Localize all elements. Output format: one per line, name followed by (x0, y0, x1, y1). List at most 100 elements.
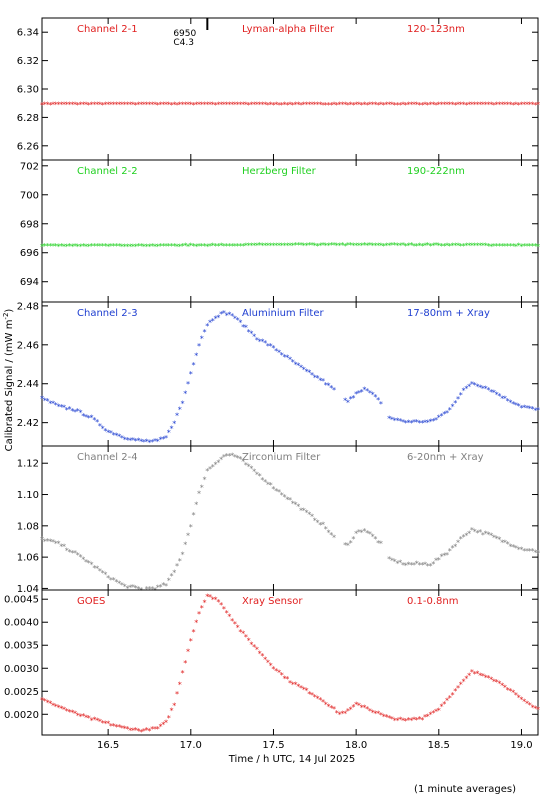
filter-label: Zirconium Filter (242, 452, 321, 463)
data-point: * (527, 547, 532, 556)
data-point: * (288, 101, 293, 110)
data-point: * (246, 462, 251, 471)
data-point: * (348, 241, 353, 250)
data-point: * (125, 243, 130, 252)
data-point: * (86, 559, 91, 568)
data-point: * (89, 414, 94, 423)
data-point: * (213, 461, 218, 470)
data-point: * (142, 438, 147, 447)
data-point: * (403, 561, 408, 570)
data-point: * (293, 101, 298, 110)
data-point: * (527, 701, 532, 710)
data-point: * (92, 242, 97, 251)
data-point: * (293, 241, 298, 250)
data-point: * (527, 242, 532, 251)
data-point: * (450, 544, 455, 553)
data-point: * (125, 436, 130, 445)
data-point: * (387, 415, 392, 424)
data-point: * (312, 373, 317, 382)
data-point: * (131, 583, 136, 592)
data-point: * (516, 242, 521, 251)
data-point: * (431, 100, 436, 109)
data-point: * (525, 699, 530, 708)
data-point: * (199, 101, 204, 110)
data-point: * (40, 394, 45, 403)
data-point: * (235, 454, 240, 463)
data-point: * (458, 535, 463, 544)
data-point: * (489, 676, 494, 685)
data-point: * (315, 242, 320, 251)
data-point: * (436, 100, 441, 109)
data-point: * (384, 100, 389, 109)
data-point: * (445, 409, 450, 418)
data-point: * (412, 418, 417, 427)
data-point: * (494, 101, 499, 110)
y-tick-label: 0.0045 (4, 595, 39, 606)
data-point: * (406, 100, 411, 109)
data-point: * (304, 100, 309, 109)
data-point: * (224, 311, 229, 320)
data-point: * (70, 242, 75, 251)
data-point: * (458, 391, 463, 400)
data-point: * (486, 100, 491, 109)
data-point: * (483, 101, 488, 110)
data-point: * (128, 243, 133, 252)
data-point: * (144, 438, 149, 447)
data-point: * (59, 100, 64, 109)
data-point: * (144, 243, 149, 252)
data-point: * (409, 561, 414, 570)
data-point: * (312, 517, 317, 526)
data-point: * (95, 418, 100, 427)
data-point: * (326, 529, 331, 538)
data-point: * (78, 409, 83, 418)
data-point: * (227, 242, 232, 251)
data-point: * (219, 601, 224, 610)
data-point: * (78, 712, 83, 721)
data-point: * (288, 679, 293, 688)
data-point: * (158, 101, 163, 110)
data-point: * (119, 100, 124, 109)
panel-frame (41, 301, 539, 447)
data-point: * (329, 704, 334, 713)
data-point: * (48, 699, 53, 708)
x-tick-label: 17.5 (262, 740, 284, 751)
data-point: * (516, 402, 521, 411)
data-point: * (362, 527, 367, 536)
data-point: * (260, 652, 265, 661)
data-point: * (153, 725, 158, 734)
data-point: * (131, 436, 136, 445)
data-point: * (255, 336, 260, 345)
data-point: * (354, 241, 359, 250)
data-point: * (133, 584, 138, 593)
data-point: * (62, 404, 67, 413)
data-point: * (53, 703, 58, 712)
data-point: * (340, 709, 345, 718)
data-point: * (119, 434, 124, 443)
data-point: * (519, 696, 524, 705)
data-point: * (271, 665, 276, 674)
data-point: * (420, 242, 425, 251)
data-point: * (48, 399, 53, 408)
data-point: * (417, 101, 422, 110)
data-point: * (398, 558, 403, 567)
data-point: * (296, 502, 301, 511)
data-point: * (445, 696, 450, 705)
data-point: * (458, 242, 463, 251)
data-point: * (436, 414, 441, 423)
data-point: * (425, 713, 430, 722)
data-point: * (73, 242, 78, 251)
data-point: * (133, 101, 138, 110)
data-point: * (155, 242, 160, 251)
data-point: * (53, 101, 58, 110)
panel-5: 0.0020 0.0025 0.0030 0.0035 0.0040 0.0045 GOES… (4, 589, 541, 737)
data-point: * (282, 353, 287, 362)
data-point: * (301, 100, 306, 109)
data-point: * (249, 101, 254, 110)
data-point: * (288, 356, 293, 365)
data-point: * (147, 242, 152, 251)
data-point: * (147, 101, 152, 110)
data-point: * (500, 100, 505, 109)
data-point: * (53, 242, 58, 251)
data-point: * (373, 393, 378, 402)
data-point: * (175, 242, 180, 251)
